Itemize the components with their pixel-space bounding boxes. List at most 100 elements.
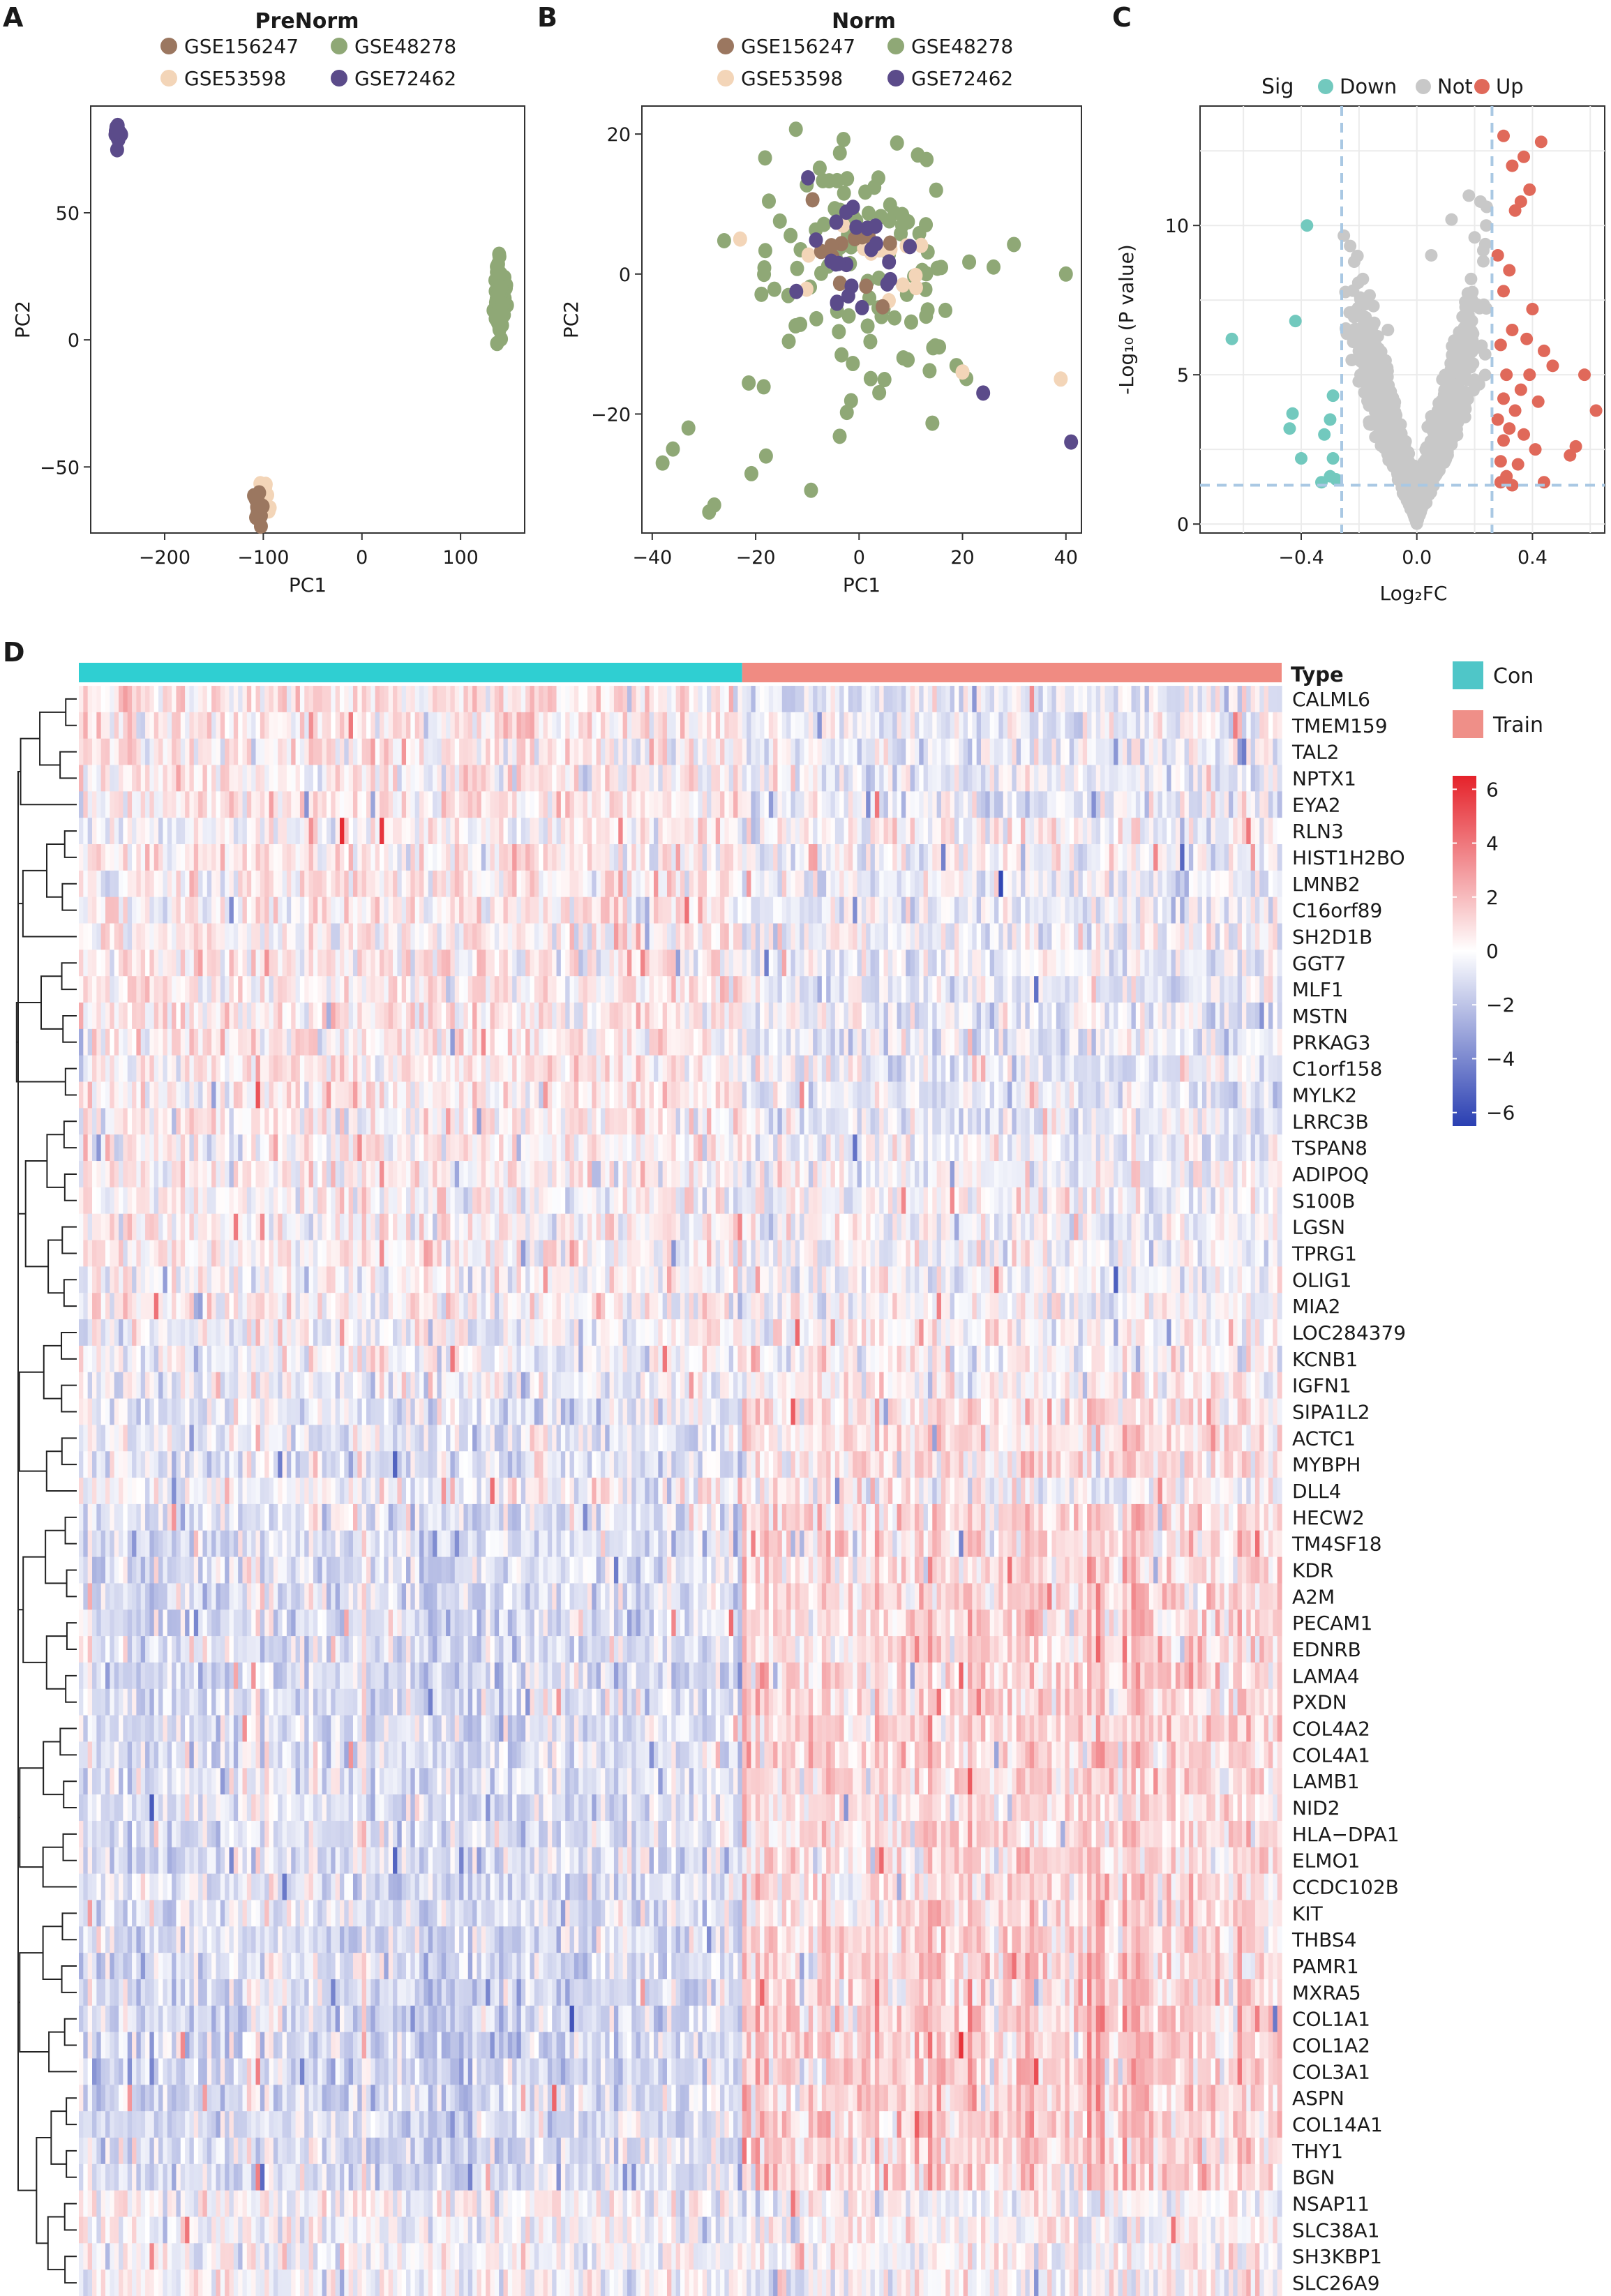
heatmap-cell	[211, 738, 217, 766]
heatmap-cell	[202, 765, 208, 792]
heatmap-cell	[499, 686, 504, 713]
heatmap-cell	[79, 818, 84, 845]
heatmap-cell	[773, 791, 779, 818]
heatmap-cell	[689, 765, 694, 792]
heatmap-cell	[467, 686, 473, 713]
heatmap-cell	[790, 844, 796, 871]
heatmap-cell	[1250, 791, 1256, 818]
heatmap-cell	[1188, 791, 1194, 818]
heatmap-cell	[552, 738, 557, 766]
heatmap-cell	[1047, 818, 1053, 845]
heatmap-cell	[1224, 818, 1229, 845]
heatmap-cell	[490, 686, 495, 713]
dendrogram-branch	[63, 1173, 77, 1201]
heatmap-cell	[410, 844, 416, 871]
heatmap-cell	[600, 923, 606, 950]
heatmap-cell	[380, 765, 384, 792]
heatmap-cell	[163, 844, 168, 871]
heatmap-cell	[954, 870, 959, 898]
heatmap-cell	[786, 791, 792, 818]
heatmap-cell	[1215, 896, 1220, 924]
heatmap-cell	[331, 738, 336, 766]
heatmap-cell	[645, 712, 650, 740]
heatmap-cell	[950, 791, 955, 818]
heatmap-cell	[79, 765, 84, 792]
heatmap-cell	[821, 712, 827, 740]
heatmap-cell	[419, 844, 424, 871]
heatmap-cell	[406, 738, 411, 766]
panel-label-c: C	[1112, 2, 1132, 33]
data-point	[1445, 213, 1458, 226]
data-point	[110, 123, 124, 140]
heatmap-cell	[1264, 765, 1269, 792]
heatmap-cell	[830, 870, 836, 898]
heatmap-cell	[1082, 818, 1088, 845]
heatmap-cell	[507, 765, 513, 792]
data-point	[788, 318, 803, 334]
heatmap-cell	[516, 870, 522, 898]
heatmap-cell	[622, 791, 628, 818]
legend-label: GSE48278	[911, 35, 1013, 58]
heatmap-cell	[914, 896, 920, 924]
heatmap-cell	[1220, 738, 1225, 766]
heatmap-cell	[658, 818, 664, 845]
heatmap-cell	[733, 712, 738, 740]
heatmap-cell	[1065, 844, 1070, 871]
heatmap-cell	[264, 686, 270, 713]
heatmap-cell	[393, 870, 398, 898]
heatmap-cell	[326, 738, 331, 766]
heatmap-cell	[755, 818, 760, 845]
heatmap-cell	[233, 712, 239, 740]
heatmap-cell	[649, 844, 654, 871]
heatmap-cell	[335, 870, 340, 898]
heatmap-cell	[123, 765, 128, 792]
heatmap-cell	[1162, 791, 1167, 818]
heatmap-cell	[1042, 765, 1048, 792]
heatmap-cell	[278, 686, 283, 713]
heatmap-cell	[826, 686, 832, 713]
heatmap-cell	[1153, 818, 1159, 845]
heatmap-cell	[246, 844, 252, 871]
heatmap-cell	[596, 686, 601, 713]
heatmap-cell	[733, 870, 738, 898]
heatmap-cell	[1007, 818, 1012, 845]
heatmap-cell	[684, 686, 690, 713]
heatmap-cell	[653, 712, 659, 740]
heatmap-cell	[246, 686, 252, 713]
heatmap-cell	[278, 738, 283, 766]
heatmap-cell	[671, 712, 677, 740]
heatmap-cell	[587, 686, 592, 713]
heatmap-cell	[950, 765, 955, 792]
heatmap-cell	[339, 818, 345, 845]
heatmap-cell	[1038, 844, 1044, 871]
dendrogram-branch	[61, 1331, 77, 1360]
heatmap-cell	[972, 870, 977, 898]
heatmap-cell	[1038, 712, 1044, 740]
heatmap-cell	[636, 896, 641, 924]
heatmap-cell	[760, 712, 765, 740]
heatmap-cell	[1273, 712, 1278, 740]
heatmap-cell	[286, 844, 292, 871]
heatmap-cell	[874, 896, 880, 924]
heatmap-cell	[114, 686, 119, 713]
dendrogram-branch	[66, 1622, 77, 1651]
heatmap-cell	[410, 923, 416, 950]
heatmap-cell	[1250, 870, 1256, 898]
heatmap-cell	[887, 923, 893, 950]
heatmap-cell	[419, 738, 424, 766]
heatmap-cell	[467, 738, 473, 766]
heatmap-cell	[919, 791, 924, 818]
heatmap-cell	[702, 818, 707, 845]
heatmap-cell	[167, 844, 172, 871]
heatmap-cell	[499, 791, 504, 818]
heatmap-cell	[897, 896, 902, 924]
heatmap-cell	[441, 923, 447, 950]
heatmap-cell	[83, 686, 89, 713]
heatmap-cell	[578, 896, 584, 924]
heatmap-cell	[220, 923, 225, 950]
heatmap-cell	[463, 686, 469, 713]
heatmap-cell	[406, 686, 411, 713]
heatmap-cell	[140, 896, 146, 924]
heatmap-cell	[79, 791, 84, 818]
